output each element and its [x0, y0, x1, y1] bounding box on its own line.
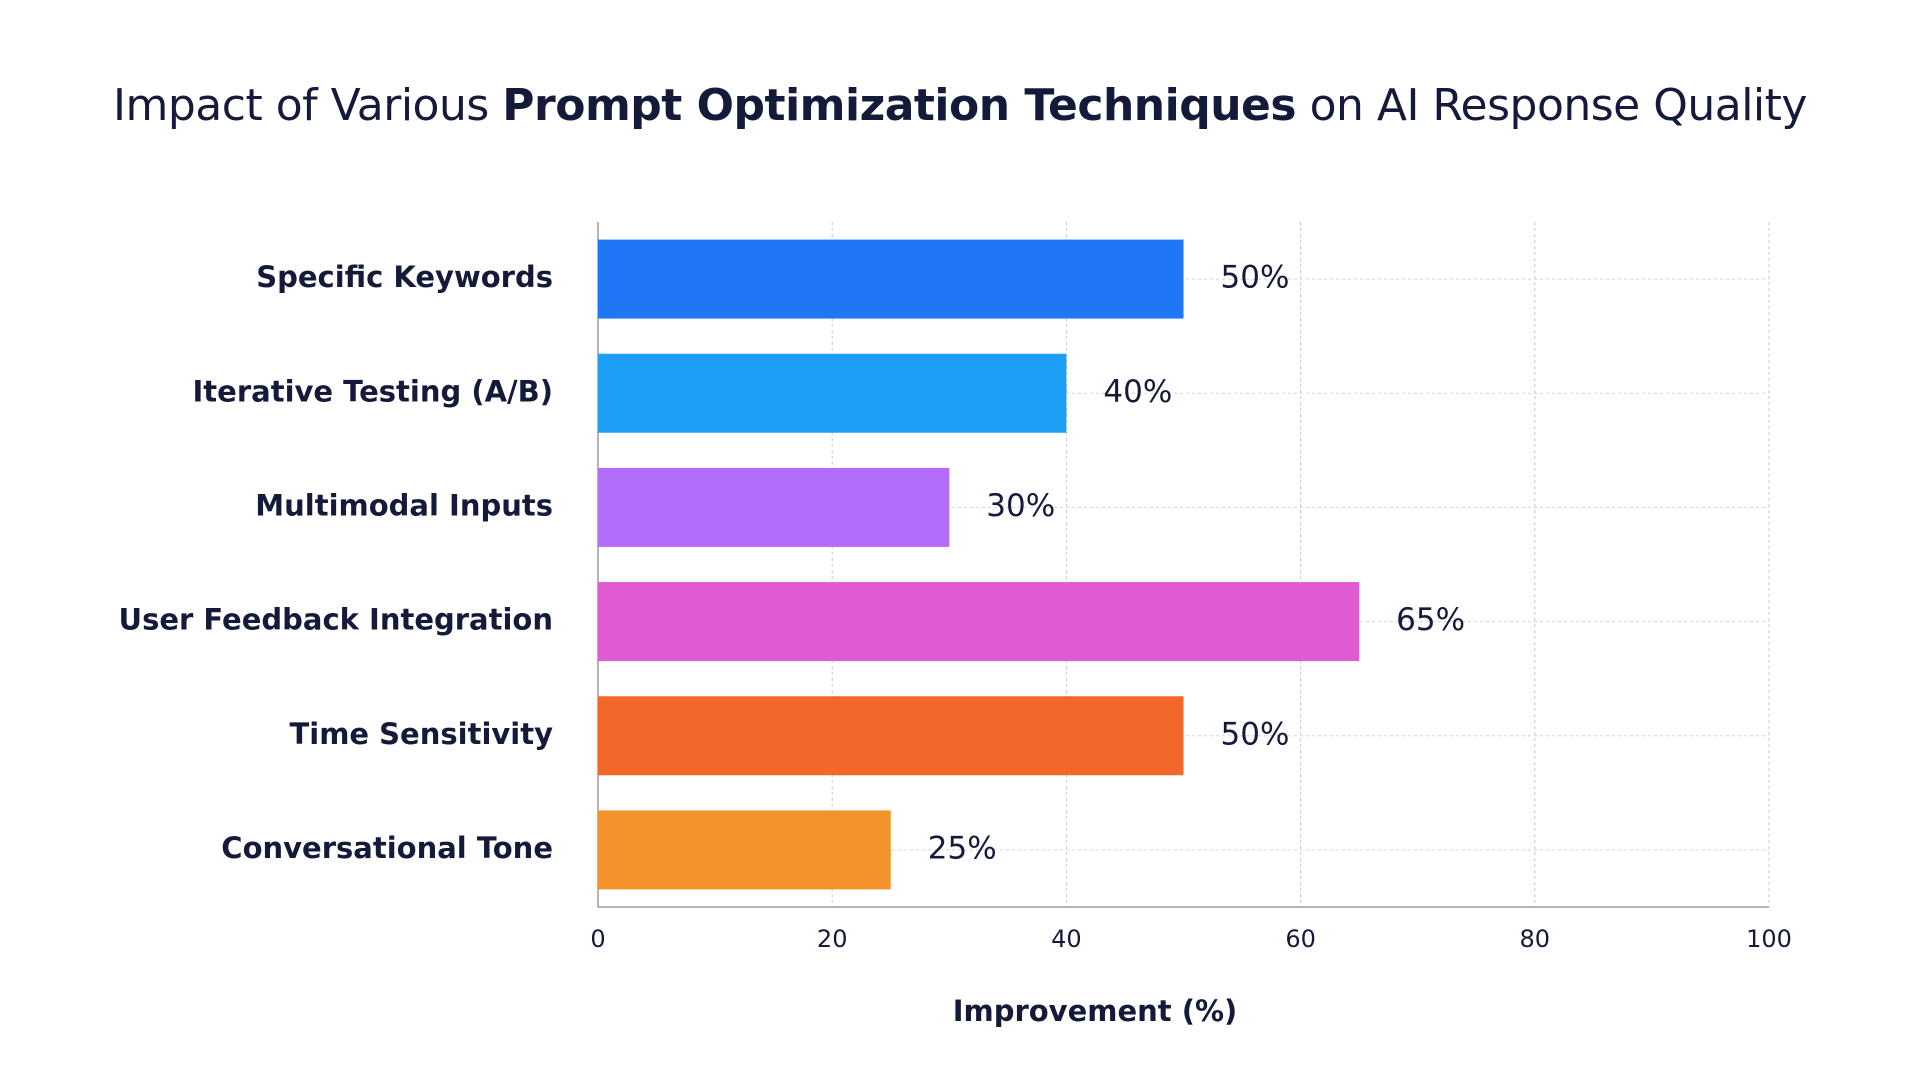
y-tick-label: Specific Keywords	[256, 260, 553, 294]
x-tick-label: 60	[1285, 925, 1316, 953]
x-tick-label: 80	[1520, 925, 1551, 953]
bar	[598, 582, 1360, 662]
y-tick-label: User Feedback Integration	[119, 603, 553, 637]
title-part: Impact of Various	[113, 80, 489, 131]
value-label: 25%	[928, 830, 997, 866]
title-part: on AI Response Quality	[1309, 80, 1808, 131]
y-tick-label: Multimodal Inputs	[255, 488, 553, 522]
bar	[598, 696, 1184, 776]
x-tick-label: 0	[590, 925, 605, 953]
y-tick-label: Conversational Tone	[221, 831, 553, 865]
y-tick-label: Iterative Testing (A/B)	[193, 374, 553, 408]
value-label: 50%	[1221, 260, 1290, 296]
title-part-bold: Prompt Optimization Techniques	[502, 80, 1297, 131]
x-axis-label: Improvement (%)	[953, 994, 1238, 1028]
value-label: 30%	[986, 488, 1055, 524]
value-label: 50%	[1221, 716, 1290, 752]
bar	[598, 810, 891, 890]
bar	[598, 353, 1067, 433]
x-tick-label: 40	[1051, 925, 1082, 953]
bar	[598, 239, 1184, 319]
y-tick-label: Time Sensitivity	[289, 717, 553, 751]
chart-title: Impact of Various Prompt Optimization Te…	[0, 80, 1920, 131]
value-label: 40%	[1103, 374, 1172, 410]
bar	[598, 467, 950, 547]
x-tick-label: 100	[1746, 925, 1792, 953]
value-label: 65%	[1396, 602, 1465, 638]
x-tick-label: 20	[817, 925, 848, 953]
